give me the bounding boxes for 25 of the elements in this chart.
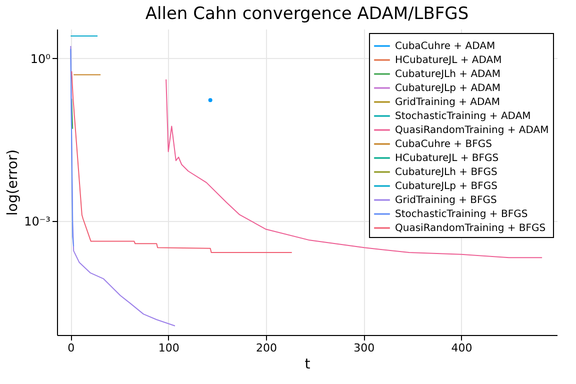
y-axis-title: log(error)	[5, 149, 22, 216]
x-tick-label: 100	[158, 342, 180, 354]
legend-label: CubaCuhre + ADAM	[395, 41, 496, 52]
legend-label: CubatureJLp + BFGS	[395, 181, 498, 192]
x-tick-label: 300	[354, 342, 375, 354]
chart-title: Allen Cahn convergence ADAM/LBFGS	[145, 4, 469, 24]
y-tick-label: 10⁰	[30, 52, 51, 66]
legend-label: QuasiRandomTraining + BFGS	[395, 223, 546, 234]
y-tick-label: 10⁻³	[24, 214, 51, 228]
x-axis-title: t	[304, 356, 311, 372]
line-series	[71, 70, 292, 254]
legend-label: QuasiRandomTraining + ADAM	[395, 125, 549, 136]
legend-label: GridTraining + ADAM	[395, 97, 500, 108]
legend-label: HCubatureJL + ADAM	[395, 55, 502, 66]
legend-label: CubatureJLp + ADAM	[395, 83, 501, 94]
legend-label: CubaCuhre + BFGS	[395, 139, 492, 150]
legend-label: CubatureJLh + BFGS	[395, 167, 498, 178]
legend-label: CubatureJLh + ADAM	[395, 69, 501, 80]
legend-label: HCubatureJL + BFGS	[395, 153, 499, 164]
x-tick-label: 200	[256, 342, 277, 354]
legend-label: StochasticTraining + BFGS	[395, 209, 528, 220]
legend-label: GridTraining + BFGS	[395, 195, 497, 206]
legend-label: StochasticTraining + ADAM	[395, 111, 531, 122]
x-tick-label: 400	[451, 342, 472, 354]
x-tick-label: 0	[68, 342, 75, 354]
